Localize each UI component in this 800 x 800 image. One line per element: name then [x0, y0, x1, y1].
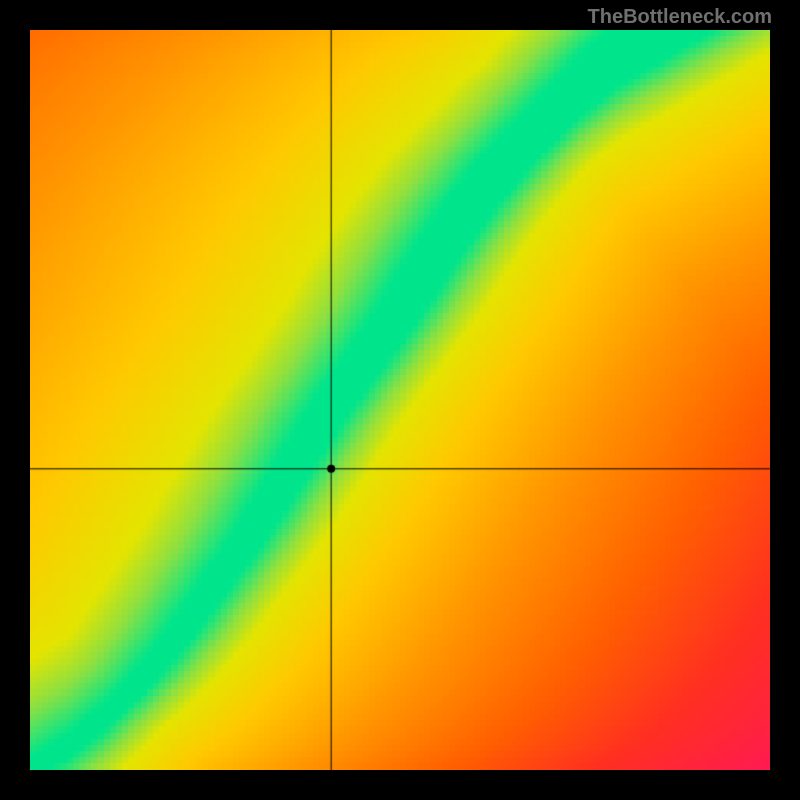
watermark-text: TheBottleneck.com — [588, 6, 772, 29]
bottleneck-heatmap — [30, 30, 770, 770]
